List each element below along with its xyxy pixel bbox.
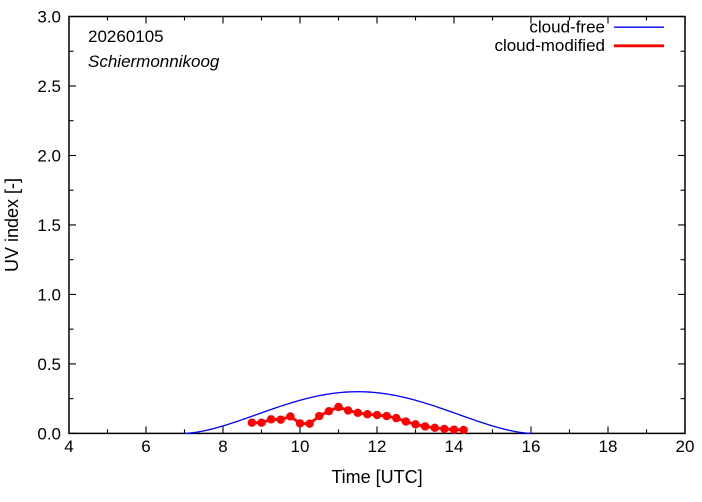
- svg-text:4: 4: [64, 437, 73, 456]
- svg-text:8: 8: [218, 437, 227, 456]
- svg-text:Time [UTC]: Time [UTC]: [331, 467, 422, 487]
- svg-text:1.0: 1.0: [37, 285, 61, 304]
- svg-text:10: 10: [291, 437, 310, 456]
- svg-text:1.5: 1.5: [37, 216, 61, 235]
- svg-text:14: 14: [445, 437, 464, 456]
- svg-text:cloud-modified: cloud-modified: [494, 36, 605, 55]
- svg-text:2.0: 2.0: [37, 147, 61, 166]
- svg-text:0.0: 0.0: [37, 424, 61, 443]
- svg-text:0.5: 0.5: [37, 355, 61, 374]
- svg-text:20: 20: [676, 437, 695, 456]
- svg-text:6: 6: [141, 437, 150, 456]
- svg-text:2.5: 2.5: [37, 77, 61, 96]
- svg-text:3.0: 3.0: [37, 8, 61, 27]
- svg-text:18: 18: [599, 437, 618, 456]
- svg-text:20260105: 20260105: [88, 27, 164, 46]
- svg-text:12: 12: [368, 437, 387, 456]
- svg-text:16: 16: [522, 437, 541, 456]
- svg-text:Schiermonnikoog: Schiermonnikoog: [88, 52, 220, 71]
- svg-text:cloud-free: cloud-free: [529, 18, 605, 37]
- svg-text:UV index [-]: UV index [-]: [2, 178, 22, 272]
